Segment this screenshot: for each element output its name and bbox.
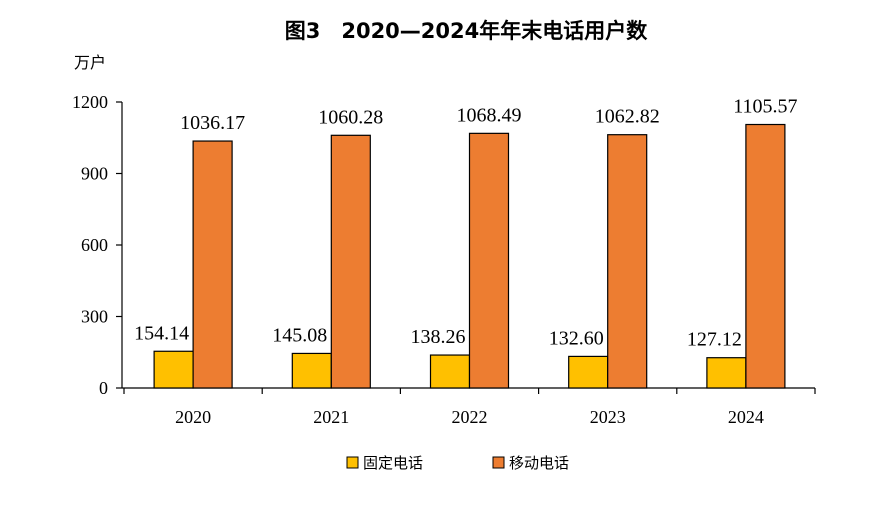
bar-mobile bbox=[468, 132, 510, 389]
legend-swatch bbox=[346, 456, 359, 469]
x-tick-label: 2024 bbox=[728, 407, 764, 427]
legend-label: 移动电话 bbox=[509, 454, 569, 472]
data-label: 154.14 bbox=[134, 322, 189, 344]
legend-label: 固定电话 bbox=[363, 454, 423, 472]
y-axis-unit: 万户 bbox=[74, 53, 106, 72]
bar-fixed bbox=[568, 355, 609, 389]
data-label: 138.26 bbox=[411, 326, 466, 348]
bar-mobile bbox=[192, 140, 233, 389]
data-label: 145.08 bbox=[272, 324, 327, 346]
x-tick-label: 2022 bbox=[452, 407, 488, 427]
data-label: 1060.28 bbox=[318, 106, 383, 128]
x-tick-label: 2023 bbox=[590, 407, 626, 427]
x-tick-label: 2020 bbox=[175, 407, 211, 427]
bar-fixed bbox=[706, 357, 747, 389]
data-label: 1105.57 bbox=[733, 96, 797, 118]
bar-fixed bbox=[291, 352, 332, 389]
y-tick-label: 600 bbox=[81, 235, 108, 255]
plot-area: 0 300 600 900 1200 154.14 1036.17 2020 145.08 106… bbox=[72, 92, 816, 427]
bar-mobile bbox=[330, 134, 371, 389]
y-tick-label: 900 bbox=[81, 164, 108, 184]
bar-mobile bbox=[745, 123, 786, 389]
bar-fixed bbox=[153, 350, 194, 389]
chart-title: 图3 2020—2024年年末电话用户数 bbox=[285, 19, 649, 43]
y-tick-label: 0 bbox=[99, 378, 108, 398]
bar-mobile bbox=[607, 134, 648, 389]
data-label: 132.60 bbox=[549, 327, 604, 349]
y-tick-label: 300 bbox=[81, 307, 108, 327]
x-tick-label: 2021 bbox=[313, 407, 349, 427]
data-label: 1036.17 bbox=[180, 112, 245, 134]
data-label: 1062.82 bbox=[595, 106, 660, 128]
data-label: 127.12 bbox=[687, 329, 742, 351]
data-label: 1068.49 bbox=[457, 104, 522, 126]
legend: 固定电话 移动电话 bbox=[346, 454, 569, 472]
legend-swatch bbox=[492, 456, 505, 469]
y-tick-label: 1200 bbox=[72, 92, 108, 112]
bar-fixed bbox=[429, 354, 471, 389]
